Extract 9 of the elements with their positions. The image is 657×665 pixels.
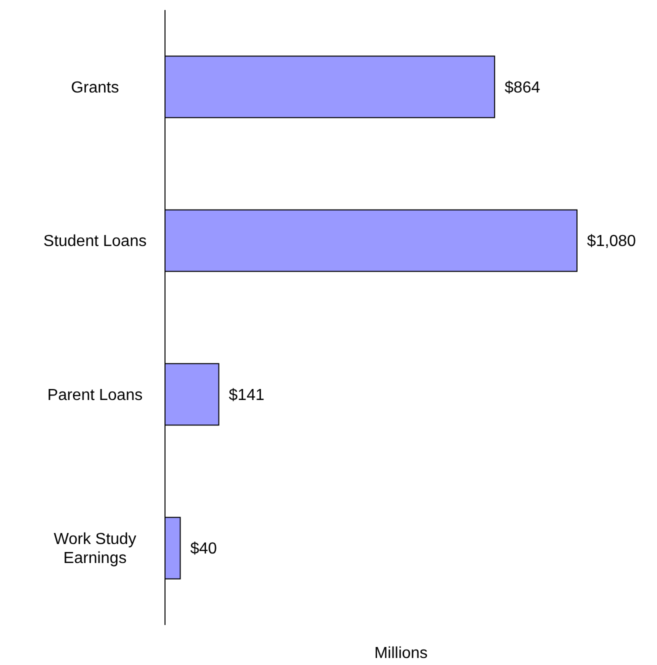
y-tick-label: Work Study Earnings xyxy=(54,531,136,568)
x-axis-title: Millions xyxy=(374,645,428,662)
y-tick-label: Student Loans xyxy=(43,233,147,250)
y-tick-label: Parent Loans xyxy=(47,386,143,404)
data-label: $864 xyxy=(504,79,540,96)
data-label: $141 xyxy=(228,386,264,404)
data-label: $1,080 xyxy=(587,233,636,250)
y-tick-label: Grants xyxy=(70,79,120,96)
data-label: $40 xyxy=(190,540,218,558)
